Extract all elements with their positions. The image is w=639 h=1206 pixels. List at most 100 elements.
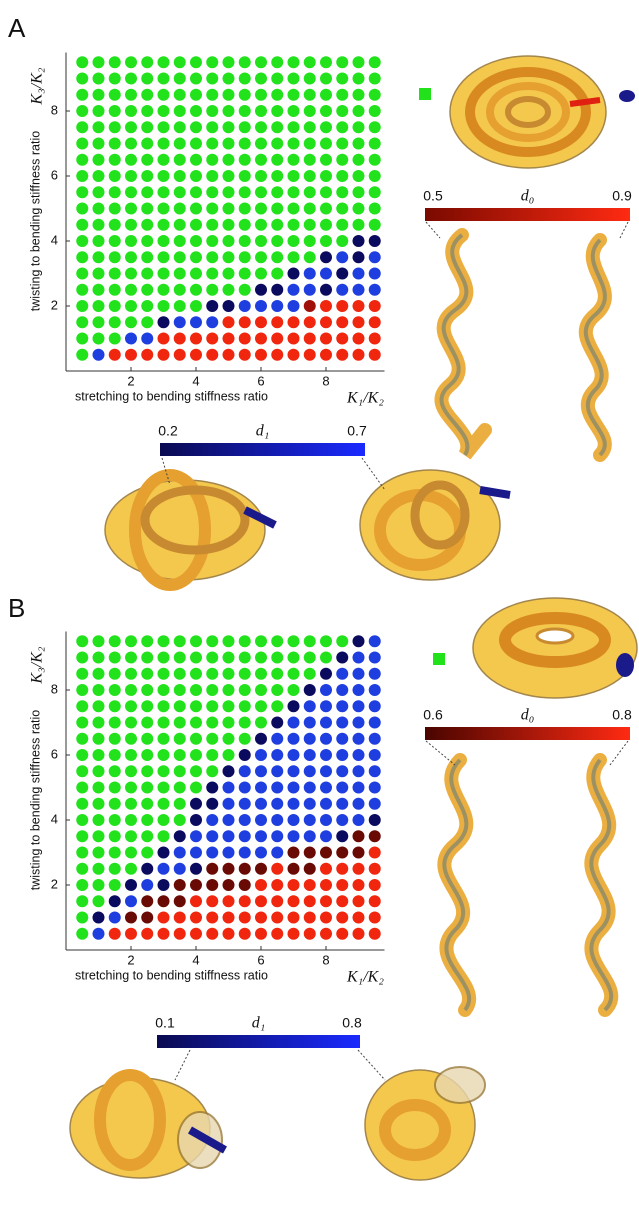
phase-point (336, 684, 348, 696)
y-axis-symbol: K₃/K₂ (29, 646, 46, 684)
colorbar (157, 1035, 360, 1048)
phase-point (239, 863, 251, 875)
phase-point (93, 333, 105, 345)
phase-point (223, 863, 235, 875)
phase-point (223, 349, 235, 361)
phase-point (174, 138, 186, 150)
phase-point (93, 235, 105, 247)
phase-point (320, 121, 332, 133)
phase-point (93, 765, 105, 777)
rod-rendering (70, 598, 637, 1180)
phase-point (76, 316, 88, 328)
phase-point (304, 765, 316, 777)
phase-point (174, 668, 186, 680)
phase-point (125, 251, 137, 263)
phase-point (174, 879, 186, 891)
colorbar (425, 727, 630, 740)
phase-point (158, 700, 170, 712)
phase-point (190, 782, 202, 794)
phase-point (288, 138, 300, 150)
phase-point (206, 333, 218, 345)
phase-point (93, 733, 105, 745)
phase-point (125, 138, 137, 150)
phase-point (320, 830, 332, 842)
phase-point (271, 284, 283, 296)
phase-point (304, 138, 316, 150)
phase-point (320, 89, 332, 101)
phase-point (288, 749, 300, 761)
figure: A24682468stretching to bending stiffness… (0, 0, 639, 1206)
phase-point (336, 333, 348, 345)
phase-point (158, 928, 170, 940)
phase-point (206, 219, 218, 231)
phase-point (93, 668, 105, 680)
phase-point (125, 765, 137, 777)
phase-point (353, 349, 365, 361)
phase-point (239, 300, 251, 312)
phase-point (76, 635, 88, 647)
phase-point (93, 700, 105, 712)
phase-point (125, 684, 137, 696)
phase-point (76, 814, 88, 826)
phase-point (141, 684, 153, 696)
phase-point (320, 782, 332, 794)
phase-point (336, 928, 348, 940)
phase-point (190, 105, 202, 117)
phase-point (141, 717, 153, 729)
phase-point (206, 203, 218, 215)
phase-point (223, 635, 235, 647)
phase-point (76, 798, 88, 810)
phase-point (288, 105, 300, 117)
phase-point (288, 219, 300, 231)
x-axis-symbol: K₁/K₂ (346, 969, 384, 986)
phase-point (304, 847, 316, 859)
phase-point (76, 251, 88, 263)
phase-point (190, 170, 202, 182)
phase-point (76, 284, 88, 296)
phase-point (271, 316, 283, 328)
phase-point (255, 847, 267, 859)
phase-point (158, 89, 170, 101)
phase-point (271, 733, 283, 745)
phase-point (288, 170, 300, 182)
phase-point (174, 170, 186, 182)
phase-point (369, 814, 381, 826)
phase-point (304, 251, 316, 263)
phase-point (223, 733, 235, 745)
phase-point (125, 733, 137, 745)
phase-point (93, 73, 105, 85)
phase-point (271, 782, 283, 794)
y-axis-label: twisting to bending stiffness ratio (28, 131, 42, 311)
phase-point (288, 316, 300, 328)
phase-point (288, 847, 300, 859)
phase-point (125, 749, 137, 761)
phase-point (239, 814, 251, 826)
phase-point (125, 105, 137, 117)
phase-point (109, 847, 121, 859)
phase-point (288, 300, 300, 312)
phase-point (304, 170, 316, 182)
phase-point (320, 668, 332, 680)
phase-point (288, 251, 300, 263)
phase-point (190, 333, 202, 345)
phase-point (271, 668, 283, 680)
phase-point (353, 89, 365, 101)
phase-point (255, 652, 267, 664)
phase-point (255, 717, 267, 729)
phase-point (109, 138, 121, 150)
phase-point (255, 284, 267, 296)
phase-point (271, 863, 283, 875)
phase-point (174, 717, 186, 729)
phase-point (271, 847, 283, 859)
colorbar-title: d₁ (256, 423, 270, 440)
colorbar-tick-label: 0.6 (423, 707, 443, 723)
phase-point (320, 700, 332, 712)
phase-point (141, 268, 153, 280)
phase-point (141, 782, 153, 794)
phase-point (239, 186, 251, 198)
phase-point (320, 333, 332, 345)
phase-point (304, 895, 316, 907)
phase-point (141, 635, 153, 647)
phase-point (353, 154, 365, 166)
phase-point (304, 268, 316, 280)
